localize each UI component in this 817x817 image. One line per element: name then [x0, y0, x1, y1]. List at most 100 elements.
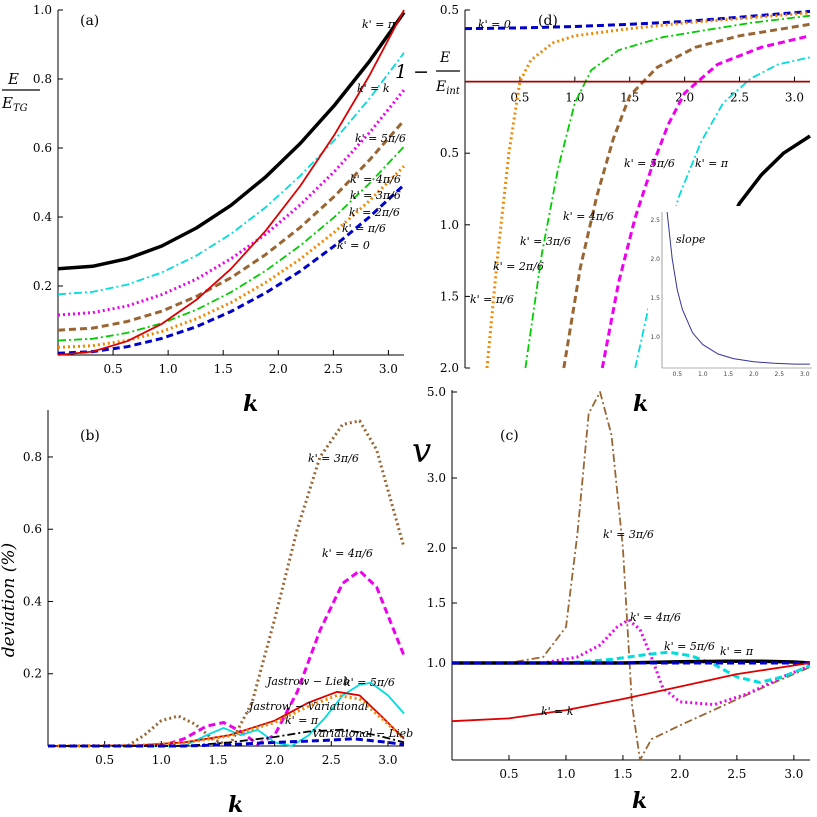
y-axis-label-subscript: int — [446, 86, 461, 97]
series-label: k' = 3π/6 — [308, 452, 359, 465]
y-axis-label-denominator: Eint — [435, 79, 461, 97]
series-line — [451, 662, 811, 723]
y-tick-label: 0.2 — [33, 279, 52, 293]
inset-x-tick-label: 2.5 — [775, 371, 785, 378]
x-tick-label: 0.5 — [510, 91, 529, 105]
x-axis-label: k — [633, 391, 648, 417]
series-line — [57, 9, 405, 356]
x-tick-label: 2.5 — [324, 362, 343, 376]
panel-c: 0.5 1.0 1.5 2.0 2.5 3.0 1.0 1.5 2.0 3.0 5.0 k' = 3π… — [412, 385, 811, 814]
inset-y-tick-label: 1.5 — [650, 295, 660, 302]
y-tick-label: 0.6 — [33, 141, 52, 155]
y-tick-label: 1.5 — [440, 289, 459, 303]
inset-x-tick-label: 3.0 — [800, 371, 810, 378]
series-line — [464, 9, 811, 31]
inset-y-tick-label: 2.0 — [650, 256, 660, 263]
series-label: k' = π/6 — [470, 293, 514, 306]
x-axis-label: k — [243, 391, 258, 417]
series-label: k' = 2π/6 — [349, 206, 400, 219]
inset-background — [648, 206, 808, 376]
inset-x-tick-label: 2.0 — [749, 371, 759, 378]
panel-label: (b) — [80, 428, 100, 444]
inset-label: slope — [676, 233, 706, 246]
y-tick-label: 0.5 — [440, 3, 459, 17]
inset-x-tick-label: 0.5 — [673, 371, 683, 378]
y-tick-label: 0.5 — [440, 146, 459, 160]
y-axis-label-subscript: TG — [13, 103, 28, 114]
series-line — [47, 690, 405, 747]
series-label: k' = 5π/6 — [664, 640, 715, 653]
x-tick-label: 0.5 — [95, 753, 114, 767]
series-line — [452, 650, 811, 684]
series-label: k' = 0 — [478, 18, 511, 31]
series-line — [57, 165, 406, 349]
series-line — [57, 89, 406, 317]
series-line — [47, 693, 406, 748]
y-tick-label: 0.4 — [23, 594, 42, 608]
y-tick-label: 1.0 — [440, 218, 459, 232]
panel-b: 0.5 1.0 1.5 2.0 2.5 3.0 0.2 0.4 0.6 0.8 k' = 3π/6 k… — [0, 410, 413, 817]
inset-x-tick-label: 1.5 — [724, 371, 734, 378]
series-label: k' = 5π/6 — [624, 157, 675, 170]
series-label: Jastrow − Variational — [247, 700, 369, 713]
series-line — [57, 145, 405, 342]
panel-label: (d) — [538, 13, 558, 29]
series-label: k' = π — [695, 157, 729, 170]
x-tick-label: 0.5 — [104, 362, 123, 376]
x-tick-label: 3.0 — [379, 362, 398, 376]
series-line — [48, 728, 405, 747]
y-tick-label: 1.0 — [33, 3, 52, 17]
y-axis-label-prefix: 1 − — [395, 61, 429, 83]
series-line — [48, 569, 406, 748]
series-label: k' = 3π/6 — [520, 235, 571, 248]
y-axis-label: v — [412, 431, 431, 471]
y-tick-label: 1.0 — [427, 656, 446, 670]
series-label: k' = 5π/6 — [355, 132, 406, 145]
panel-a: 0.5 1.0 1.5 2.0 2.5 3.0 0.2 0.4 0.6 0.8 1.0 k' = π k… — [1, 3, 406, 417]
y-tick-label: 0.4 — [33, 210, 52, 224]
y-axis-label-denominator: ETG — [1, 94, 28, 114]
series-label: k' = 0 — [337, 239, 370, 252]
inset-line — [666, 211, 810, 365]
series-line — [57, 119, 406, 332]
y-tick-label: 5.0 — [427, 385, 446, 399]
x-tick-label: 3.0 — [784, 767, 803, 781]
y-axis-label-numerator: E — [7, 70, 19, 88]
x-tick-label: 2.5 — [730, 91, 749, 105]
series-label: k' = π — [362, 18, 396, 31]
x-tick-label: 3.0 — [378, 753, 397, 767]
series-line — [48, 681, 405, 747]
inset-y-tick-label: 1.0 — [650, 334, 660, 341]
y-tick-label: 0.2 — [23, 667, 42, 681]
series-line — [48, 737, 405, 748]
series-line — [562, 22, 811, 369]
series-label: Variational − Lieb — [312, 727, 413, 740]
x-tick-label: 1.0 — [556, 767, 575, 781]
y-axis-label: deviation (%) — [0, 543, 19, 657]
series-line — [452, 618, 811, 707]
series-label: k' = k — [357, 82, 390, 95]
series-label: k' = 3π/6 — [350, 189, 401, 202]
y-tick-label: 0.8 — [33, 72, 52, 86]
x-tick-label: 2.5 — [727, 767, 746, 781]
series-label: k' = 4π/6 — [350, 173, 401, 186]
series-label: k' = 5π/6 — [344, 676, 395, 689]
series-label: k' = k — [541, 705, 574, 718]
x-tick-label: 2.0 — [265, 753, 284, 767]
series-label: k' = 4π/6 — [322, 547, 373, 560]
series-line — [57, 11, 406, 271]
series-label: k' = π — [285, 714, 319, 727]
x-axis-label: k — [228, 792, 243, 817]
x-tick-label: 0.5 — [499, 767, 518, 781]
x-tick-label: 1.5 — [208, 753, 227, 767]
x-tick-label: 2.5 — [322, 753, 341, 767]
y-tick-label: 2.0 — [427, 541, 446, 555]
series-label: Jastrow − Lieb — [265, 675, 350, 688]
series-line — [524, 14, 811, 369]
x-tick-label: 3.0 — [785, 91, 804, 105]
series-label: k' = π — [720, 645, 754, 658]
x-tick-label: 1.5 — [613, 767, 632, 781]
series-label: k' = 3π/6 — [603, 528, 654, 541]
series-line — [600, 34, 811, 369]
